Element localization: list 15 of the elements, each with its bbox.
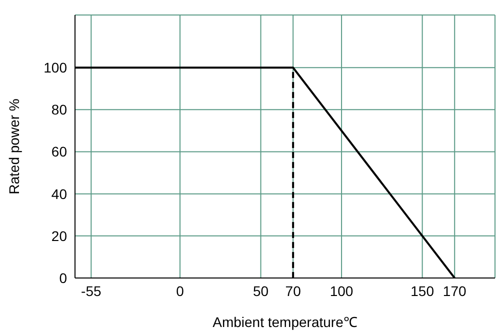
x-tick-label: 50: [252, 282, 269, 299]
x-axis-title: Ambient temperature℃: [212, 314, 358, 330]
y-axis-title: Rated power %: [6, 98, 22, 194]
y-tick-label: 80: [51, 102, 68, 118]
y-tick-label: 60: [51, 144, 68, 160]
y-tick-label: 0: [59, 270, 68, 286]
x-tick-label: 100: [330, 282, 354, 299]
x-tick-label: -55: [81, 282, 102, 299]
y-tick-label: 40: [51, 186, 68, 202]
y-tick-label: 100: [44, 60, 68, 76]
x-tick-label: 0: [176, 282, 184, 299]
y-tick-label: 20: [51, 228, 68, 244]
x-tick-label: 170: [442, 282, 467, 299]
x-tick-label: 150: [410, 282, 434, 299]
x-tick-label: 70: [285, 282, 302, 299]
